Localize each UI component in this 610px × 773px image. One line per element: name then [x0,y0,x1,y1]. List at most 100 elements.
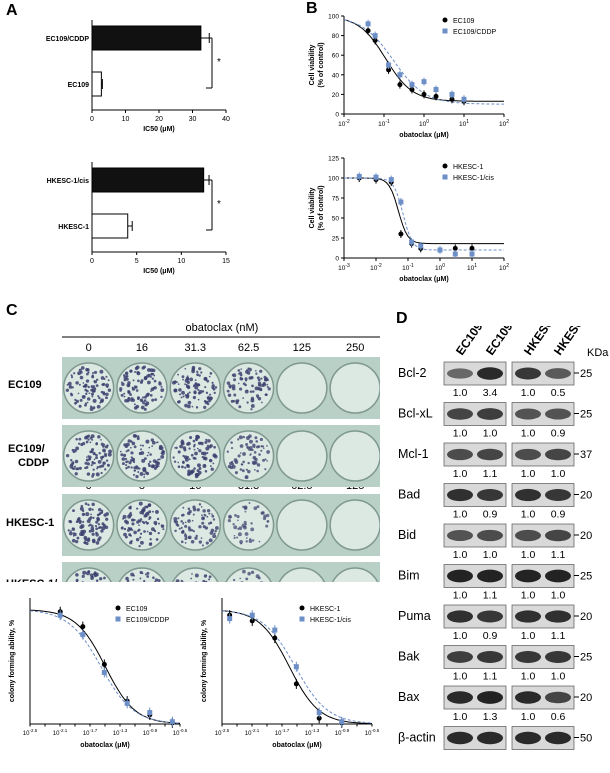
colony [202,509,206,513]
colony [86,456,88,458]
colony [180,396,183,399]
quantification-value: 1.0 [551,468,566,480]
data-point [418,243,424,249]
row-label: CDDP [18,457,49,469]
colony [122,374,126,377]
colony [198,449,202,453]
colony [233,536,236,540]
colony [147,451,150,454]
colony [77,442,81,445]
legend-marker [115,605,121,611]
colony [139,532,143,535]
colony [212,462,215,465]
colony [188,447,191,450]
colony [162,528,165,531]
colony [131,529,134,532]
colony [190,539,195,544]
colony [239,577,242,580]
colony [233,525,238,530]
colony [106,397,108,399]
data-point [469,245,475,251]
colony [261,511,265,515]
colony [142,401,146,405]
x-tick-label: 10-0.9 [143,728,158,737]
colony [183,448,187,452]
colony [208,375,211,378]
y-tick-label: 40 [332,72,340,79]
colony [151,510,154,513]
colony [132,578,135,581]
colony [153,386,157,390]
colony [101,526,106,531]
colony [105,459,109,462]
x-tick-label: 20 [155,116,163,123]
colony [175,446,178,450]
colony [127,390,131,395]
colony [131,441,136,446]
colony [91,532,95,536]
y-tick-label: 50 [332,216,340,223]
colony [96,518,100,522]
colony [153,466,157,470]
protein-band [477,448,503,461]
colony [123,395,126,398]
colony [138,524,140,526]
quantification-value: 1.1 [483,468,498,480]
colony [206,508,211,513]
colony [181,375,185,379]
colony [140,448,143,451]
data-point [80,624,86,630]
colony [240,581,244,582]
colony [85,368,89,372]
colony [158,458,161,461]
colony [177,400,181,404]
colony [206,515,209,518]
colony [127,384,131,387]
data-point [397,82,403,88]
colony [242,460,245,464]
colony [197,388,200,391]
colony [232,523,235,526]
quantification-value: 1.0 [521,428,536,440]
legend-label: HKESC-1/cis [310,617,351,624]
protein-band [477,651,503,663]
colony [161,451,165,456]
culture-dish [329,362,380,414]
protein-band [515,408,541,420]
colony [147,503,151,506]
colony [97,526,101,530]
culture-dish [116,499,168,551]
quantification-value: 1.3 [483,711,498,723]
data-point [293,664,299,670]
colony [98,396,101,400]
colony [153,374,156,377]
colony [186,375,189,378]
colony [259,369,263,373]
colony [78,404,82,408]
panel-letter-b: B [306,0,318,17]
colony [201,544,204,547]
colony [245,540,248,543]
colony [97,395,100,398]
colony [205,391,209,394]
protein-band [545,448,571,461]
colony [70,392,73,395]
x-tick-label: 5 [135,258,139,265]
colony [102,382,106,386]
colony [248,376,252,380]
colony [139,577,142,580]
colony [226,450,229,453]
colony [138,544,141,548]
colony [237,454,241,458]
colony [249,439,253,444]
colony [75,438,78,441]
colony [145,401,150,406]
colony [196,370,199,374]
colony [99,402,102,404]
colony [204,386,207,389]
colony [74,472,78,476]
x-tick-label: 10-3 [338,263,350,272]
mw-label: 20 [580,530,592,542]
mw-label: 20 [580,692,592,704]
colony [246,369,249,372]
